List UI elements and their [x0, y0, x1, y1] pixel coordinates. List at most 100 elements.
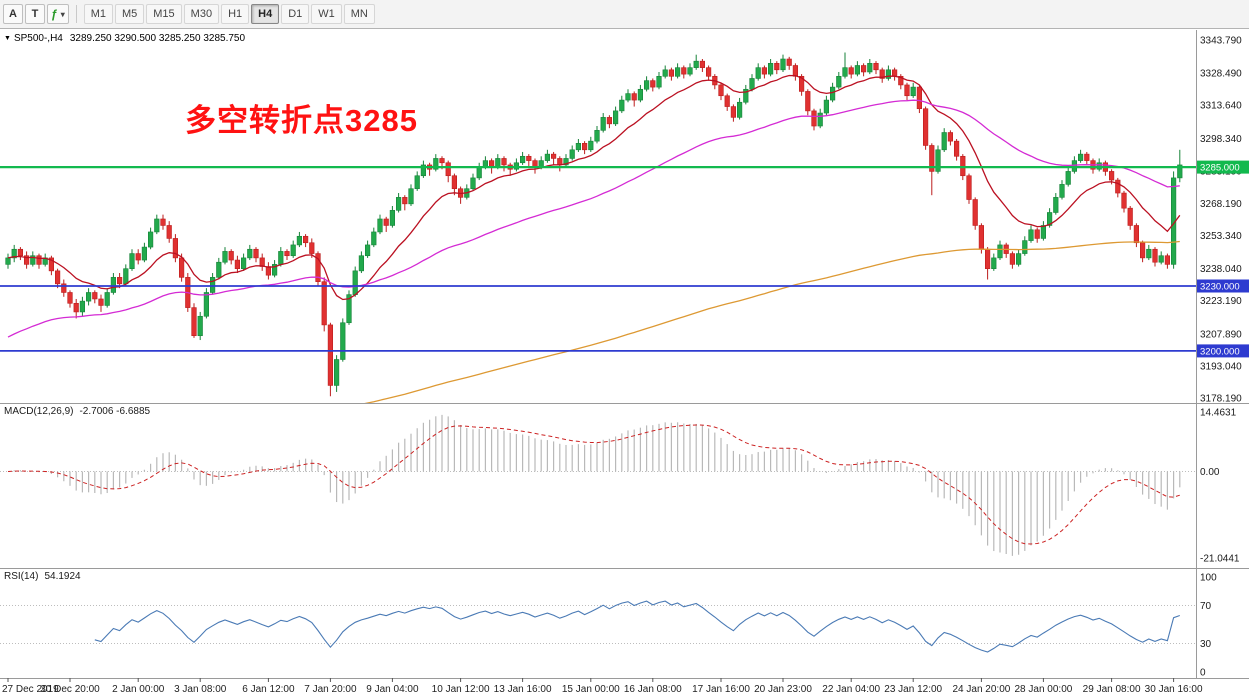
candle-body: [61, 283, 67, 293]
candle-body: [693, 60, 699, 68]
candle-body: [302, 235, 309, 244]
time-label: 23 Jan 12:00: [884, 684, 942, 695]
candle-body: [625, 93, 631, 101]
chart-annotation-text[interactable]: 多空转折点3285: [185, 103, 418, 138]
candle-body: [662, 69, 668, 77]
candle-body: [668, 69, 674, 77]
candle-body: [879, 69, 885, 79]
timeframe-button-h1[interactable]: H1: [221, 4, 250, 24]
time-label: 13 Jan 16:00: [494, 684, 552, 695]
price-tag: 3230.000: [1197, 279, 1249, 293]
candle-body: [606, 117, 612, 125]
candle-body: [203, 292, 210, 317]
candle-body: [922, 108, 929, 146]
candle-body: [619, 99, 625, 112]
candle-body: [1146, 248, 1152, 259]
candle-body: [364, 244, 371, 257]
macd-header: MACD(12,26,9) -2.7006 -6.6885: [4, 406, 150, 417]
candle-body: [110, 277, 116, 293]
candle-body: [408, 188, 414, 205]
candle-body: [910, 86, 916, 97]
candle-body: [92, 292, 98, 300]
candle-body: [544, 153, 550, 161]
candle-body: [557, 158, 563, 166]
candle-body: [346, 294, 352, 324]
candle-body: [1047, 212, 1053, 226]
price-label: 3268.190: [1200, 199, 1242, 210]
chevron-down-icon: ▾: [60, 9, 65, 19]
timeframe-button-mn[interactable]: MN: [343, 4, 375, 24]
timeframe-button-m30[interactable]: M30: [183, 4, 220, 24]
tool-button-t[interactable]: T: [25, 4, 45, 24]
candle-body: [997, 244, 1003, 259]
rsi-axis-label: 70: [1200, 601, 1212, 612]
candle-body: [166, 225, 172, 239]
price-axis[interactable]: 3343.7903328.4903313.6403298.3403283.190…: [1197, 36, 1249, 679]
candle-body: [873, 63, 879, 71]
candle-body: [805, 91, 811, 112]
timeframe-button-w1[interactable]: W1: [311, 4, 342, 24]
candle-body: [786, 58, 792, 66]
indicators-dropdown-button[interactable]: ƒ ▾: [47, 4, 69, 24]
price-label: 3238.040: [1200, 264, 1242, 275]
candle-body: [104, 292, 110, 306]
ma-medium-line: [7, 99, 1180, 338]
tool-button-a[interactable]: A: [3, 4, 23, 24]
timeframe-button-m1[interactable]: M1: [83, 4, 113, 24]
candle-body: [284, 251, 290, 257]
candle-body: [1121, 192, 1127, 209]
candle-body: [687, 67, 693, 75]
candle-body: [36, 255, 42, 265]
candles-layer: [5, 52, 1183, 397]
candle-body: [98, 298, 104, 306]
timeframe-button-d1[interactable]: D1: [281, 4, 310, 24]
candle-body: [247, 248, 253, 259]
candle-body: [563, 158, 569, 166]
candle-body: [817, 112, 823, 127]
candle-body: [352, 270, 358, 295]
candle-body: [160, 218, 166, 226]
candle-body: [966, 175, 972, 200]
candle-body: [1015, 253, 1022, 265]
candle-body: [1158, 255, 1164, 263]
rsi-line: [94, 600, 1180, 653]
candle-body: [972, 199, 978, 226]
candle-body: [643, 80, 650, 90]
candle-body: [736, 101, 743, 118]
time-label: 29 Jan 08:00: [1083, 684, 1141, 695]
timeframe-button-h4[interactable]: H4: [251, 4, 280, 24]
candle-body: [197, 315, 203, 337]
candle-body: [333, 359, 340, 386]
candle-body: [439, 158, 445, 164]
candle-body: [947, 132, 953, 142]
candle-body: [854, 65, 860, 75]
macd-axis-label: 0.00: [1200, 467, 1220, 478]
time-label: 20 Jan 23:00: [754, 684, 812, 695]
candle-body: [612, 110, 619, 125]
candle-body: [1109, 171, 1115, 181]
time-label: 16 Jan 08:00: [624, 684, 682, 695]
candle-body: [309, 242, 315, 254]
candle-body: [179, 257, 185, 278]
candle-body: [519, 155, 526, 164]
candle-body: [1065, 171, 1071, 185]
price-label: 3207.890: [1200, 329, 1242, 340]
symbol-collapse-icon[interactable]: ▼: [4, 35, 11, 42]
timeframe-button-m5[interactable]: M5: [114, 4, 145, 24]
candle-body: [1022, 240, 1028, 254]
timeframe-button-m15[interactable]: M15: [146, 4, 182, 24]
candle-body: [1040, 225, 1046, 239]
chart-header: ▼ SP500-,H4 3289.250 3290.500 3285.250 328…: [4, 33, 245, 44]
macd-signal-line: [7, 424, 1180, 545]
price-label: 3253.340: [1200, 231, 1242, 242]
rsi-value: 54.1924: [44, 571, 81, 582]
candle-body: [705, 67, 712, 77]
price-label: 3193.040: [1200, 361, 1242, 372]
candle-body: [569, 149, 575, 159]
candle-body: [445, 162, 451, 177]
candle-body: [5, 257, 11, 265]
macd-values: -2.7006 -6.6885: [79, 406, 151, 417]
